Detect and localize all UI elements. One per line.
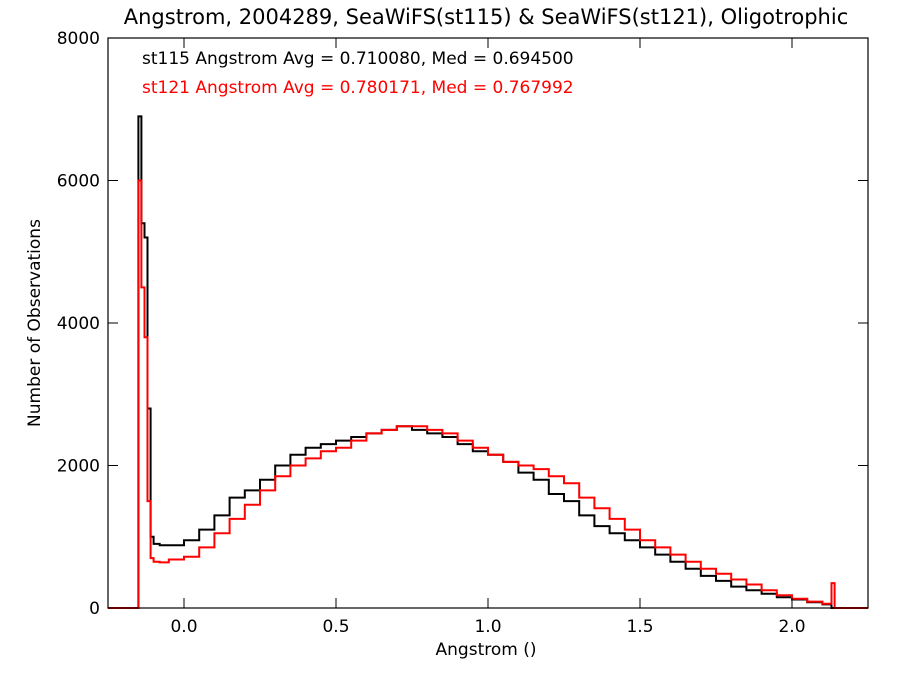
x-tick-label-3: 1.5 xyxy=(626,617,653,637)
series-line-1 xyxy=(108,179,868,609)
y-tick-label-0: 0 xyxy=(89,599,100,619)
x-tick-label-1: 0.5 xyxy=(322,617,349,637)
y-tick-label-1: 2000 xyxy=(57,457,100,477)
annotation-0: st115 Angstrom Avg = 0.710080, Med = 0.6… xyxy=(142,49,574,69)
x-axis-label: Angstrom () xyxy=(436,640,537,660)
x-tick-label-4: 2.0 xyxy=(778,617,805,637)
series-line-0 xyxy=(108,115,868,609)
chart-title: Angstrom, 2004289, SeaWiFS(st115) & SeaW… xyxy=(124,5,849,29)
ticks-layer: 0.0 0.5 1.0 1.5 2.0 0 2000 4000 6000 8000 xyxy=(57,29,868,637)
x-tick-label-0: 0.0 xyxy=(170,617,197,637)
annotation-1: st121 Angstrom Avg = 0.780171, Med = 0.7… xyxy=(142,78,574,98)
plot-area xyxy=(107,37,869,609)
x-tick-label-2: 1.0 xyxy=(474,617,501,637)
y-tick-label-2: 4000 xyxy=(57,314,100,334)
y-tick-label-3: 6000 xyxy=(57,172,100,192)
plot-frame xyxy=(107,37,869,609)
annotations-layer: st115 Angstrom Avg = 0.710080, Med = 0.6… xyxy=(142,49,574,98)
y-tick-label-4: 8000 xyxy=(57,29,100,49)
y-axis-label: Number of Observations xyxy=(25,219,45,427)
series-layer xyxy=(108,115,868,609)
